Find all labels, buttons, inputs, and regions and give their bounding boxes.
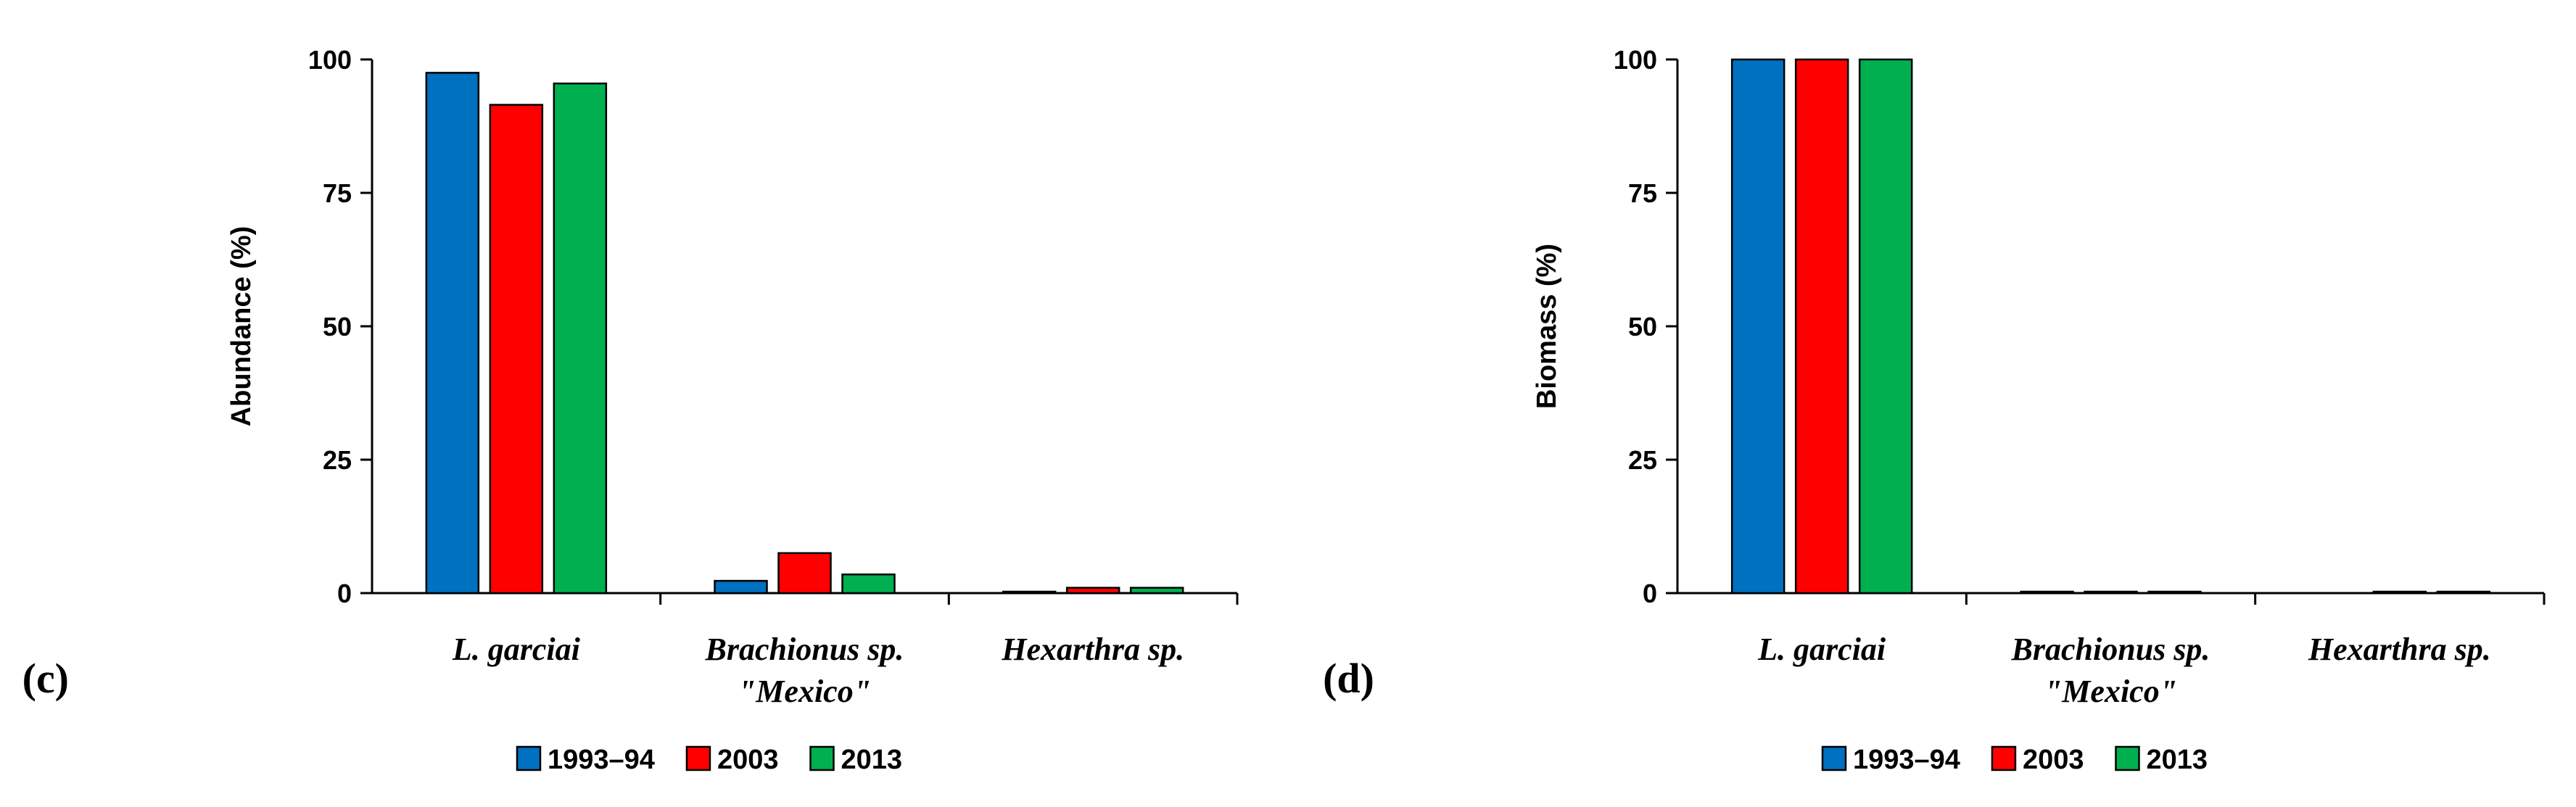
x-category-label: L. garciai <box>452 632 581 667</box>
x-category-label: Brachionus sp. <box>705 632 904 667</box>
bar <box>1065 587 1120 595</box>
y-axis-label: Abundance (%) <box>226 226 257 427</box>
bar <box>714 579 768 595</box>
x-category-label: Hexarthra sp. <box>2308 632 2491 667</box>
legend-swatch <box>1991 745 2017 771</box>
x-category-label: Brachionus sp. <box>2011 632 2210 667</box>
legend-swatch <box>685 745 711 771</box>
bar <box>2147 590 2202 595</box>
y-tick-label: 75 <box>1628 178 1657 208</box>
bar <box>1730 58 1786 595</box>
x-category-label: "Mexico" <box>2044 674 2177 709</box>
legend-swatch <box>1821 745 1847 771</box>
x-category-label: L. garciai <box>1757 632 1886 667</box>
bar <box>553 82 608 595</box>
bar <box>489 104 544 595</box>
y-tick-label: 25 <box>1628 445 1657 475</box>
y-tick-label: 75 <box>323 178 352 208</box>
y-axis-label: Biomass (%) <box>1532 244 1562 409</box>
bar <box>777 552 832 595</box>
y-tick-label: 0 <box>337 579 352 608</box>
bar <box>1002 590 1057 595</box>
x-category-label: "Mexico" <box>738 674 871 709</box>
x-category-label: Hexarthra sp. <box>1001 632 1184 667</box>
bar <box>2020 590 2074 595</box>
legend-label: 2013 <box>841 745 902 775</box>
panel-label: (d) <box>1323 655 1374 702</box>
bar <box>1794 58 1849 595</box>
bar <box>841 573 896 595</box>
bar <box>2372 590 2427 595</box>
panel-label: (c) <box>22 655 69 702</box>
legend-label: 1993–94 <box>548 745 655 775</box>
y-tick-label: 100 <box>308 45 352 75</box>
bar <box>2436 590 2491 595</box>
bar <box>1858 58 1913 595</box>
legend-swatch <box>809 745 835 771</box>
legend-swatch <box>2115 745 2140 771</box>
bar <box>1129 587 1184 595</box>
legend-label: 2013 <box>2146 745 2208 775</box>
y-tick-label: 0 <box>1643 579 1657 608</box>
bar <box>2084 590 2138 595</box>
legend-label: 1993–94 <box>1853 745 1960 775</box>
legend-swatch <box>516 745 542 771</box>
bar <box>425 72 480 595</box>
legend-label: 2003 <box>717 745 779 775</box>
legend-label: 2003 <box>2023 745 2084 775</box>
y-tick-label: 100 <box>1614 45 1657 75</box>
y-tick-label: 25 <box>323 445 352 475</box>
y-tick-label: 50 <box>1628 312 1657 342</box>
y-tick-label: 50 <box>323 312 352 342</box>
chart-panel-2: 0 25 50 75 100 Biomass (%) L. garciai Brachionu… <box>1323 45 2546 775</box>
chart-panel-1: 0 25 50 75 100 Abundance (%) L. garciai Brachio… <box>22 45 1239 775</box>
